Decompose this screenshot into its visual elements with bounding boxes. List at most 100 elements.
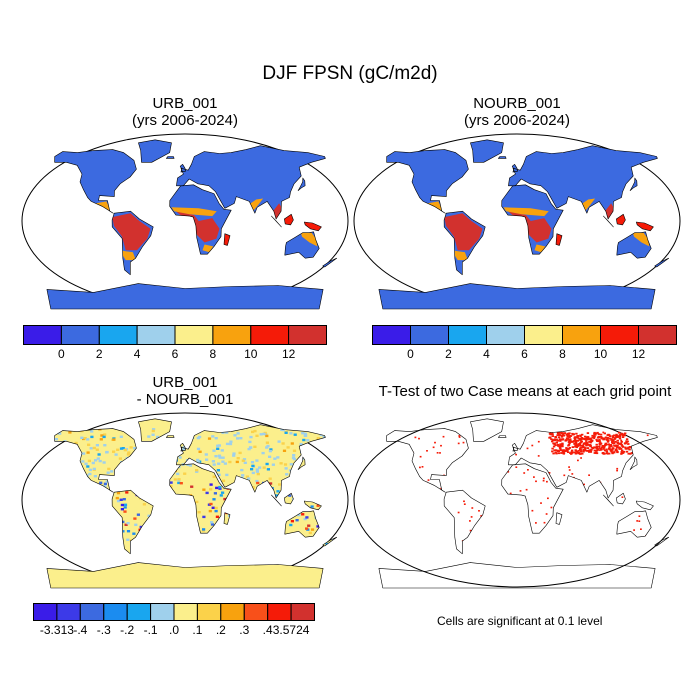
colorbar-swatch <box>524 325 563 345</box>
significant-cell <box>636 520 639 522</box>
difference-cell <box>129 446 133 449</box>
panel-title-line2: (yrs 2006-2024) <box>132 112 238 129</box>
significant-cell <box>599 441 602 444</box>
difference-cell <box>247 477 251 480</box>
difference-cell <box>217 462 221 465</box>
difference-cell <box>275 494 279 497</box>
difference-cell <box>232 452 236 455</box>
panel-title-line2: (yrs 2006-2024) <box>464 112 570 129</box>
significant-cell <box>586 442 589 445</box>
difference-cell <box>177 478 181 481</box>
colorbar-diff <box>33 603 316 621</box>
significant-cell <box>567 448 570 450</box>
land-new-guinea <box>303 221 322 232</box>
productivity-island <box>304 222 322 231</box>
significant-cell <box>625 447 629 450</box>
significant-cell <box>588 451 591 453</box>
significant-cell <box>598 449 601 451</box>
difference-cell <box>250 461 255 464</box>
significant-cell <box>573 443 576 445</box>
significant-cell <box>457 442 460 445</box>
significant-cell <box>418 437 420 440</box>
difference-cell <box>221 456 225 459</box>
significant-cell <box>566 432 569 435</box>
productivity-zone <box>582 198 596 212</box>
significant-cell <box>604 436 608 439</box>
difference-cell <box>178 456 182 459</box>
significant-cell <box>595 438 598 441</box>
difference-cell <box>284 467 288 470</box>
significant-cell <box>622 434 624 437</box>
difference-cell <box>277 440 281 443</box>
difference-cell <box>247 447 251 451</box>
difference-cell <box>308 427 312 431</box>
significant-cell <box>582 443 585 446</box>
difference-cell <box>87 459 91 463</box>
significant-cell <box>567 444 571 446</box>
significant-cell <box>439 452 441 454</box>
significant-cell <box>575 443 578 446</box>
figure-title: DJF FPSN (gC/m2d) <box>262 63 438 84</box>
significant-cell <box>623 434 626 437</box>
difference-cell <box>86 451 90 454</box>
significant-cell <box>579 434 582 437</box>
significant-cell <box>551 447 554 450</box>
difference-cell <box>91 461 95 465</box>
significant-cell <box>589 437 592 440</box>
significant-cell <box>616 450 619 453</box>
significant-cell <box>593 431 596 434</box>
significant-cell <box>579 453 582 455</box>
significant-cell <box>618 447 621 450</box>
difference-cell <box>116 491 121 495</box>
significant-cell <box>603 449 607 452</box>
significant-cell <box>616 435 620 438</box>
significant-cell <box>624 432 627 435</box>
difference-cell <box>209 483 213 486</box>
difference-cell <box>90 435 94 439</box>
land-new-zealand <box>654 257 670 268</box>
difference-cell <box>176 472 180 476</box>
significant-cell <box>574 452 578 455</box>
difference-cell <box>86 465 90 468</box>
significant-cell <box>469 529 472 532</box>
significant-cell <box>583 446 586 449</box>
significant-cell <box>608 452 611 455</box>
land-new-zealand <box>322 258 337 267</box>
land-south-america <box>111 489 154 555</box>
land-eurasia <box>176 145 326 219</box>
significant-cell <box>620 453 623 455</box>
difference-cell <box>242 458 247 461</box>
significant-cell <box>595 432 598 435</box>
colorbar-tick-label: 2 <box>95 347 103 361</box>
significant-cell <box>537 440 540 443</box>
significant-cell <box>559 438 563 441</box>
significant-cell <box>596 448 599 450</box>
land-new-zealand <box>322 536 338 547</box>
significant-cell <box>612 439 615 441</box>
significant-cell <box>557 450 561 452</box>
difference-cell <box>93 475 97 478</box>
significant-cell <box>578 452 580 454</box>
significant-cell <box>620 451 623 453</box>
difference-cell <box>97 453 101 456</box>
significant-cell <box>589 441 592 444</box>
difference-cell <box>317 553 321 557</box>
difference-cell <box>124 523 128 526</box>
land-borneo <box>615 492 626 505</box>
significant-cell <box>607 439 610 442</box>
significant-cell <box>598 445 601 448</box>
difference-cell <box>121 520 125 524</box>
panel-title-line1: URB_001 <box>152 95 218 112</box>
significant-cell <box>565 450 568 452</box>
land-japan <box>629 177 638 192</box>
significant-cell <box>608 446 611 449</box>
significant-cell <box>551 433 554 436</box>
difference-cell <box>112 450 116 453</box>
significant-cell <box>555 438 558 441</box>
significant-cell <box>537 455 540 457</box>
significant-cell <box>573 438 577 441</box>
significant-cell <box>568 447 571 449</box>
significant-cell <box>625 441 628 443</box>
difference-cell <box>123 448 127 452</box>
difference-cell <box>177 481 181 485</box>
